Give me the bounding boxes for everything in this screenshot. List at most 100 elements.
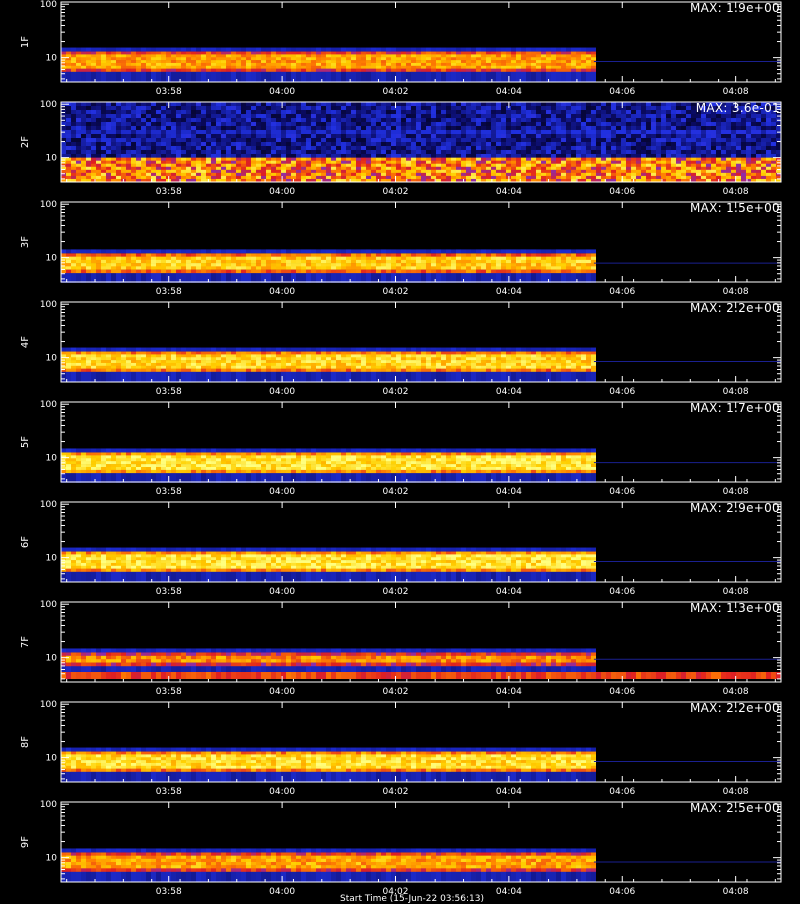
heatmap-cell <box>296 114 301 118</box>
x-tick-label: 03:58 <box>156 87 182 97</box>
heatmap-cell <box>421 106 426 110</box>
heatmap-cell <box>91 57 96 60</box>
heatmap-cell <box>481 170 486 173</box>
heatmap-cell <box>101 146 106 150</box>
heatmap-cell <box>121 69 126 72</box>
heatmap-cell <box>211 57 216 60</box>
heatmap-cell <box>211 60 216 63</box>
heatmap-cell <box>641 161 646 164</box>
heatmap-cell <box>516 63 521 66</box>
heatmap-cell <box>126 154 131 158</box>
heatmap-cell <box>76 150 81 154</box>
heatmap-cell <box>156 72 161 82</box>
heatmap-cell <box>416 176 421 179</box>
heatmap-cell <box>336 150 341 154</box>
heatmap-cell <box>81 106 86 110</box>
heatmap-cell <box>541 134 546 138</box>
heatmap-cell <box>521 48 526 52</box>
heatmap-cell <box>376 130 381 134</box>
heatmap-cell <box>556 134 561 138</box>
heatmap-cell <box>566 138 571 142</box>
heatmap-cell <box>516 176 521 179</box>
heatmap-cell <box>76 170 81 173</box>
heatmap-cell <box>146 142 151 146</box>
heatmap-cell <box>471 158 476 161</box>
heatmap-cell <box>531 142 536 146</box>
heatmap-cell <box>206 164 211 167</box>
heatmap-cell <box>676 146 681 150</box>
heatmap-cell <box>251 138 256 142</box>
heatmap-cell <box>621 154 626 158</box>
heatmap-cell <box>736 161 741 164</box>
heatmap-cell <box>641 118 646 122</box>
heatmap-cell <box>556 161 561 164</box>
heatmap-cell <box>461 60 466 63</box>
x-tick-label: 04:04 <box>496 87 522 97</box>
heatmap-cell <box>511 57 516 60</box>
heatmap-cell <box>646 102 651 106</box>
heatmap-cell <box>486 52 491 55</box>
heatmap-cell <box>356 110 361 114</box>
heatmap-cell <box>421 57 426 60</box>
heatmap-cell <box>126 102 131 106</box>
heatmap-cell <box>76 161 81 164</box>
heatmap-cell <box>161 54 166 57</box>
heatmap-cell <box>401 170 406 173</box>
heatmap-cell <box>126 130 131 134</box>
heatmap-cell <box>681 142 686 146</box>
heatmap-cell <box>321 110 326 114</box>
heatmap-cell <box>191 154 196 158</box>
heatmap-cell <box>201 146 206 150</box>
heatmap-cell <box>606 167 611 170</box>
heatmap-cell <box>231 118 236 122</box>
heatmap-cell <box>151 173 156 176</box>
heatmap-cell <box>261 60 266 63</box>
heatmap-cell <box>396 63 401 66</box>
heatmap-cell <box>406 173 411 176</box>
heatmap-cell <box>521 110 526 114</box>
heatmap-cell <box>666 154 671 158</box>
heatmap-cell <box>516 164 521 167</box>
heatmap-cell <box>731 167 736 170</box>
heatmap-cell <box>236 52 241 55</box>
heatmap-cell <box>511 122 516 126</box>
heatmap-cell <box>261 114 266 118</box>
heatmap-cell <box>591 106 596 110</box>
heatmap-cell <box>451 138 456 142</box>
heatmap-cell <box>196 114 201 118</box>
heatmap-cell <box>666 106 671 110</box>
heatmap-cell <box>216 72 221 82</box>
heatmap-cell <box>606 158 611 161</box>
heatmap-cell <box>621 158 626 161</box>
heatmap-cell <box>571 102 576 106</box>
heatmap-cell <box>81 60 86 63</box>
heatmap-cell <box>591 164 596 167</box>
heatmap-cell <box>616 176 621 179</box>
heatmap-cell <box>211 52 216 55</box>
heatmap-cell <box>706 122 711 126</box>
heatmap-cell <box>561 138 566 142</box>
heatmap-cell <box>181 60 186 63</box>
heatmap-cell <box>371 170 376 173</box>
heatmap-cell <box>406 170 411 173</box>
heatmap-cell <box>701 142 706 146</box>
heatmap-cell <box>301 164 306 167</box>
heatmap-cell <box>381 170 386 173</box>
heatmap-cell <box>161 60 166 63</box>
heatmap-cell <box>656 114 661 118</box>
heatmap-cell <box>476 126 481 130</box>
heatmap-cell <box>201 48 206 52</box>
heatmap-cell <box>531 176 536 179</box>
heatmap-cell <box>226 146 231 150</box>
heatmap-cell <box>466 106 471 110</box>
heatmap-cell <box>586 158 591 161</box>
heatmap-cell <box>661 106 666 110</box>
heatmap-cell <box>71 63 76 66</box>
heatmap-cell <box>486 154 491 158</box>
heatmap-cell <box>516 106 521 110</box>
heatmap-cell <box>571 176 576 179</box>
heatmap-cell <box>596 102 601 106</box>
heatmap-cell <box>271 167 276 170</box>
heatmap-cell <box>126 138 131 142</box>
heatmap-cell <box>721 164 726 167</box>
